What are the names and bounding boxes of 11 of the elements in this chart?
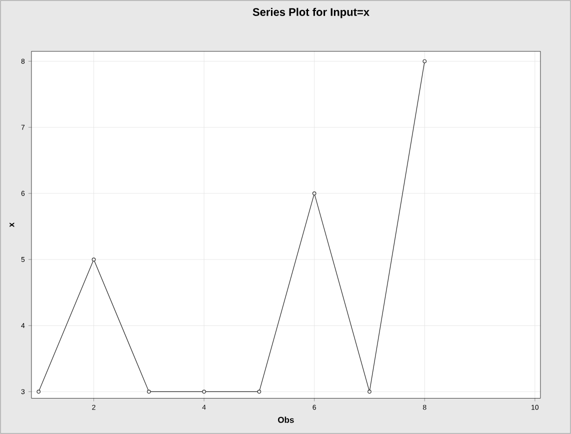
y-axis-title: x xyxy=(10,222,14,228)
point xyxy=(36,390,41,394)
point xyxy=(202,390,206,394)
point xyxy=(257,390,262,394)
x-axis-title: Obs xyxy=(278,416,294,423)
point xyxy=(312,192,316,196)
point xyxy=(368,390,372,394)
point xyxy=(422,59,427,64)
point xyxy=(92,258,96,262)
point xyxy=(147,390,151,394)
chart-title: Series Plot for Input=x xyxy=(252,8,370,18)
